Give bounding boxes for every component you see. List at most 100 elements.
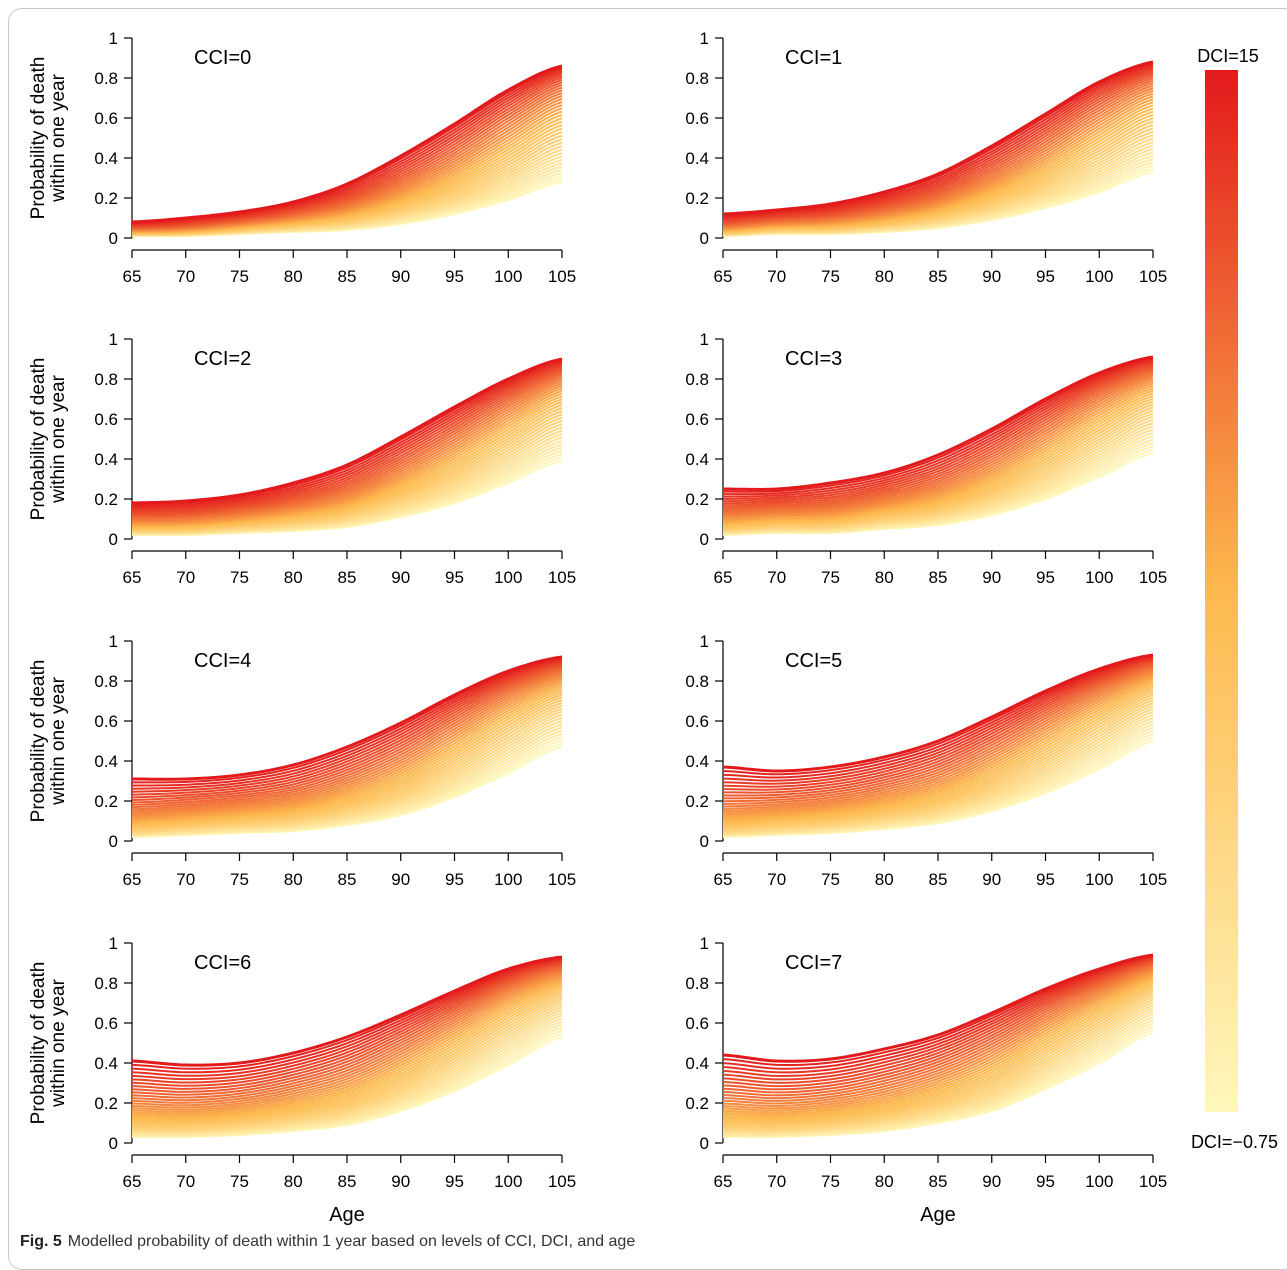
series-line xyxy=(722,696,1154,830)
series-line xyxy=(722,392,1154,526)
x-tick-label: 95 xyxy=(445,568,464,587)
y-tick-label: 0.6 xyxy=(685,109,709,128)
series-line xyxy=(131,976,563,1113)
x-axis-label: Age xyxy=(329,1204,365,1226)
series-line xyxy=(722,677,1154,819)
panel-title: CCI=6 xyxy=(194,952,251,974)
series-line xyxy=(131,984,563,1121)
x-tick-label: 70 xyxy=(767,267,786,286)
x-tick-label: 70 xyxy=(767,1172,786,1191)
series-line xyxy=(722,684,1154,824)
y-tick-label: 0 xyxy=(109,832,118,851)
series-line xyxy=(131,675,563,817)
x-tick-label: 100 xyxy=(1085,568,1113,587)
series-line xyxy=(722,968,1154,1105)
series-line xyxy=(722,382,1154,521)
x-tick-label: 80 xyxy=(284,267,303,286)
y-tick-label: 0.2 xyxy=(94,189,118,208)
series-line xyxy=(722,389,1154,525)
panel-cci-5: 0 0.2 0.4 0.6 0.8 1 65 70 75 80 85 90 95 100 105 CCI=5 xyxy=(685,632,1167,889)
x-tick-label: 100 xyxy=(494,568,522,587)
x-tick-label: 80 xyxy=(875,267,894,286)
series-line xyxy=(722,655,1154,779)
series-line xyxy=(131,966,563,1099)
series-line xyxy=(722,971,1154,1110)
y-tick-label: 0 xyxy=(109,530,118,549)
x-tick-label: 65 xyxy=(714,870,733,889)
x-tick-label: 100 xyxy=(1085,1172,1113,1191)
series-line-dci-max xyxy=(131,64,563,224)
x-tick-label: 70 xyxy=(176,568,195,587)
series-line xyxy=(722,688,1154,826)
series-line xyxy=(131,686,563,824)
y-tick-label: 0.8 xyxy=(685,974,709,993)
y-tick-label: 0.6 xyxy=(685,1014,709,1033)
series-line xyxy=(131,961,563,1087)
series-line xyxy=(722,966,1154,1102)
y-tick-label: 0 xyxy=(700,229,709,248)
series-line xyxy=(722,996,1154,1130)
x-tick-label: 100 xyxy=(494,1172,522,1191)
x-tick-label: 65 xyxy=(714,1172,733,1191)
series-line xyxy=(722,672,1154,813)
series-line xyxy=(722,982,1154,1122)
series-line xyxy=(131,668,563,809)
x-tick-label: 70 xyxy=(767,568,786,587)
series-line xyxy=(722,694,1154,829)
y-axis-label: Probability of deathwithin one year xyxy=(28,660,69,823)
series-line xyxy=(722,972,1154,1112)
x-tick-label: 90 xyxy=(982,568,1001,587)
series-line xyxy=(131,667,563,806)
panel-cci-4: 0 0.2 0.4 0.6 0.8 1 65 70 75 80 85 90 95 100 105 CCI=4 P… xyxy=(28,632,576,889)
y-tick-label: 0 xyxy=(700,832,709,851)
series-line xyxy=(131,688,563,826)
y-tick-label: 0.2 xyxy=(685,490,709,509)
x-tick-label: 85 xyxy=(929,870,948,889)
series-line xyxy=(131,988,563,1124)
panel-cci-3: 0 0.2 0.4 0.6 0.8 1 65 70 75 80 85 90 95 100 105 CCI=3 xyxy=(685,330,1167,587)
series-line xyxy=(722,993,1154,1129)
series-line xyxy=(722,654,1154,776)
series-line xyxy=(131,661,563,796)
y-tick-label: 1 xyxy=(700,934,709,953)
series-line xyxy=(131,960,563,1084)
x-tick-label: 80 xyxy=(284,568,303,587)
series-lines xyxy=(722,953,1154,1139)
series-lines xyxy=(131,64,563,238)
series-line xyxy=(722,980,1154,1120)
x-tick-label: 90 xyxy=(391,267,410,286)
x-tick-label: 95 xyxy=(445,1172,464,1191)
series-line xyxy=(722,363,1154,505)
panel-cci-0: 0 0.2 0.4 0.6 0.8 1 65 70 75 80 85 90 95 100 105 CCI=0 P… xyxy=(28,29,576,286)
y-tick-label: 0.8 xyxy=(94,974,118,993)
y-tick-label: 0.6 xyxy=(94,109,118,128)
y-tick-label: 1 xyxy=(109,29,118,48)
series-line xyxy=(131,373,563,519)
x-tick-label: 105 xyxy=(548,267,576,286)
series-line xyxy=(722,960,1154,1088)
caption-text: Modelled probability of death within 1 y… xyxy=(67,1233,636,1250)
y-tick-label: 0.6 xyxy=(94,410,118,429)
series-line xyxy=(722,962,1154,1094)
y-axis-label: Probability of deathwithin one year xyxy=(28,57,69,220)
series-line xyxy=(131,696,563,829)
x-tick-label: 90 xyxy=(391,870,410,889)
x-tick-label: 105 xyxy=(1139,568,1167,587)
series-line xyxy=(131,971,563,1107)
panel-title: CCI=1 xyxy=(785,47,842,69)
x-tick-label: 75 xyxy=(821,267,840,286)
series-line xyxy=(722,75,1154,225)
panel-cci-6: 0 0.2 0.4 0.6 0.8 1 65 70 75 80 85 90 95 100 105 CCI=6 P… xyxy=(28,934,576,1226)
x-tick-label: 105 xyxy=(548,568,576,587)
y-tick-label: 0.6 xyxy=(685,712,709,731)
x-tick-label: 75 xyxy=(230,267,249,286)
series-line xyxy=(131,371,563,518)
series-line xyxy=(722,984,1154,1123)
series-line xyxy=(722,991,1154,1127)
series-line xyxy=(722,387,1154,524)
y-tick-label: 0 xyxy=(109,229,118,248)
series-line xyxy=(722,362,1154,503)
y-tick-label: 0.8 xyxy=(94,69,118,88)
x-tick-label: 65 xyxy=(123,870,142,889)
